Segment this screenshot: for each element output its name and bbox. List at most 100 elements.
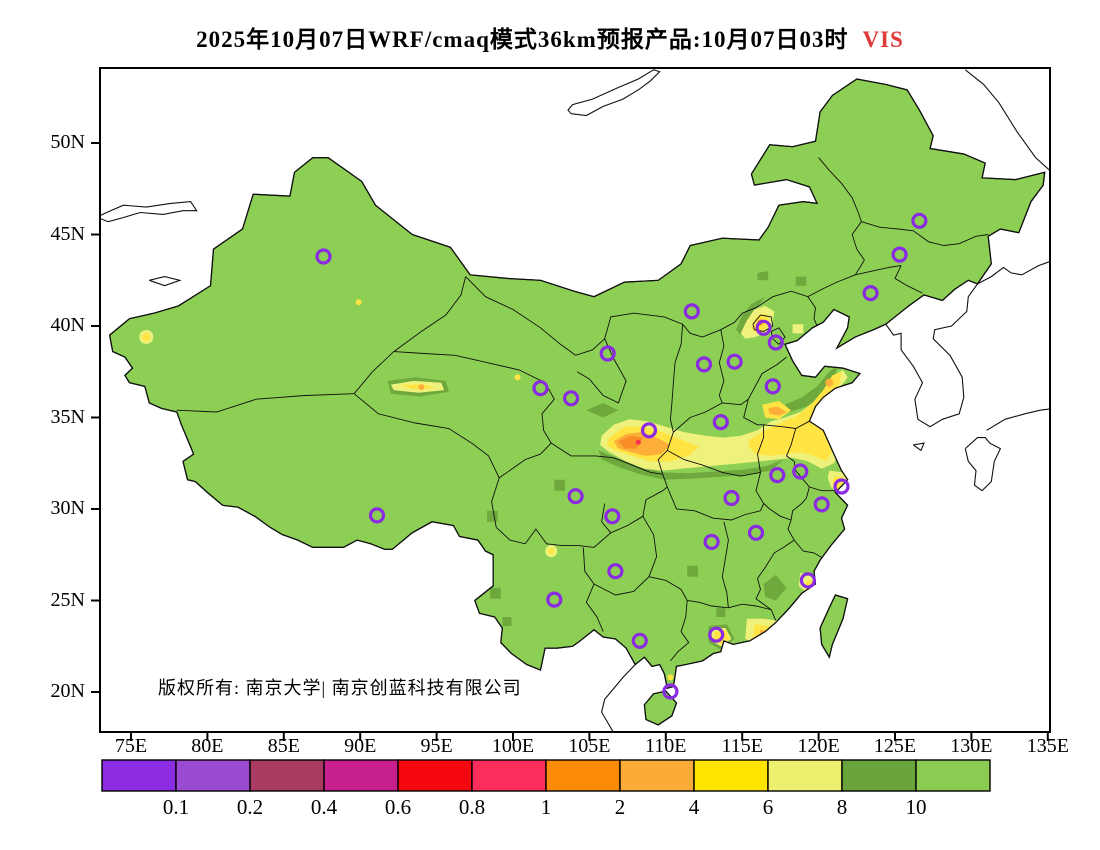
plot-frame [99,67,1051,733]
station-marker-harbin [911,212,928,229]
lon-tick-label: 125E [873,735,917,757]
station-marker-chongqing [604,508,621,525]
contour-patch-level_4_6 [399,384,436,390]
province-border-line [793,539,824,559]
province-border-line [894,265,923,294]
contour-spot-level_lt_1 [762,633,767,638]
colorbar-label: 0.8 [458,795,486,819]
province-border-line [670,600,690,662]
contour-spot-level_2_4 [825,378,834,387]
colorbar-segment-12 [915,759,991,792]
lat-tick-label: 30N [50,497,85,519]
contour-spot-level_4_6 [548,548,555,555]
station-marker-changsha [703,533,720,551]
province-border-line [353,276,467,394]
colorbar-label: 2 [614,795,626,819]
colorbar-segment-11 [841,759,917,792]
station-marker-hohhot [683,303,700,320]
lon-tick-label: 85E [267,735,300,757]
station-marker-tianjin [767,334,784,351]
lat-tick-label: 50N [50,131,85,153]
station-marker-nanning [631,632,648,649]
lon-tick-label: 100E [491,735,535,757]
contour-spot-level_2_4 [418,384,425,391]
contour-spot-level_4_6 [355,299,362,306]
colorbar-segment-8 [619,759,695,792]
contour-patch-level_8_10 [763,574,787,601]
foreign-coastline [977,260,1050,285]
station-marker-shanghai [833,478,850,495]
station-marker-wuhan [723,489,740,507]
province-border-line [353,393,500,528]
contour-spot-level_lt_1 [635,439,641,445]
province-border-line [393,351,555,479]
province-border-line [807,296,818,327]
province-border-line [752,314,774,332]
station-marker-changchun [891,246,908,263]
foreign-coastline [100,201,198,223]
foreign-coastline [885,283,978,428]
national-coastline [108,78,1046,690]
contour-spot-level_2_4 [824,427,831,434]
station-marker-zhengzhou [712,414,729,431]
province-border-line [669,324,684,433]
lon-tick-label: 95E [420,735,453,757]
contour-patch-level_8_10 [586,402,619,418]
contour-patch-level_8_10 [785,362,840,412]
page-title: 2025年10月07日WRF/cmaq模式36km预报产品:10月07日03时 V… [0,20,1100,54]
station-marker-lanzhou [562,390,580,407]
contour-patch-level_8_10 [687,565,698,577]
station-marker-lhasa [368,507,386,524]
province-border-line [667,450,761,477]
copyright-text: 版权所有: 南京大学| 南京创蓝科技有限公司 [158,678,522,698]
lat-tick-label: 40N [50,314,85,336]
station-marker-yinchuan [599,345,616,362]
colorbar-segment-7 [545,759,621,792]
province-border-line [465,265,902,356]
station-marker-shenyang [862,285,879,302]
mainland-china-shape [108,78,1046,690]
province-border-line [648,576,777,621]
contour-patch-level_8_10 [490,587,501,599]
contour-spot-level_4_6 [667,674,674,681]
lon-tick-label: 80E [191,735,224,757]
lat-tick-label: 25N [50,588,85,611]
province-border-line [601,486,668,534]
foreign-coastline [149,276,182,287]
national-coastline [819,594,849,659]
province-border-line [763,503,792,521]
colorbar-label: 0.2 [236,795,264,819]
province-border-line [755,539,795,611]
station-marker-nanchang [747,524,765,541]
colorbar-segment-10 [767,759,843,792]
station-marker-nanjing [792,463,809,480]
province-border-line [582,547,604,632]
station-marker-chengdu [567,488,584,505]
province-border-line [576,338,627,404]
contour-spot-level_4_6 [142,332,151,341]
station-marker-beijing [755,319,772,336]
foreign-coastline [964,69,1050,172]
station-marker-jinan [764,378,781,395]
province-border-line [757,424,765,473]
province-border-line [763,420,810,429]
colorbar-label: 0.4 [310,795,338,819]
colorbar-segment-4 [323,759,399,792]
colorbar-label: 1 [540,795,552,819]
contour-spot-level_4_6 [514,374,521,381]
colorbar-segment-1 [101,759,177,792]
province-border-line [721,521,729,608]
province-borders [176,157,989,662]
province-border-line [666,486,761,521]
contour-patch-level_8_10 [757,271,769,281]
hainan-island-shape [643,690,678,726]
contour-patch-level_1_2 [618,435,643,449]
province-border-line [673,329,725,433]
foreign-coastline [986,408,1050,431]
province-border-line [550,442,663,475]
contour-patch-level_4_6 [748,371,842,462]
contour-patch-level_8_10 [795,276,807,286]
lat-tick-label: 20N [50,680,85,702]
